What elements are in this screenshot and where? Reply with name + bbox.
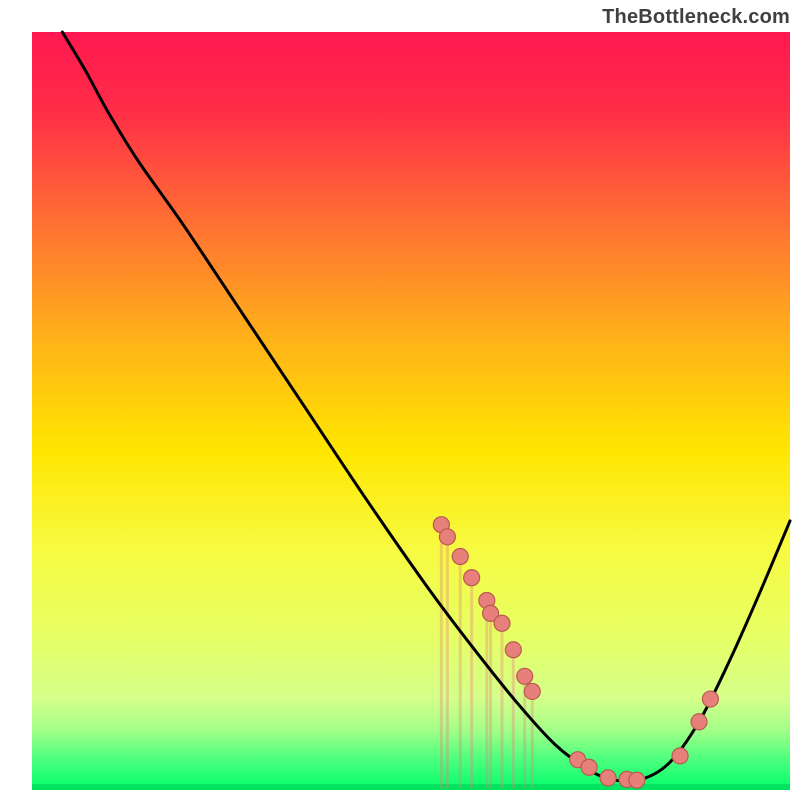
data-marker	[702, 691, 718, 707]
data-marker	[494, 615, 510, 631]
data-marker	[464, 570, 480, 586]
data-marker	[452, 549, 468, 565]
data-marker	[505, 642, 521, 658]
chart-green-baseline	[32, 784, 790, 790]
data-marker	[439, 529, 455, 545]
data-marker	[672, 748, 688, 764]
chart-svg	[0, 0, 800, 800]
data-marker	[691, 714, 707, 730]
data-marker	[629, 772, 645, 788]
chart-root: TheBottleneck.com	[0, 0, 800, 800]
data-marker	[600, 770, 616, 786]
chart-background	[32, 32, 790, 790]
data-marker	[517, 668, 533, 684]
data-marker	[524, 683, 540, 699]
data-marker	[581, 759, 597, 775]
watermark-text: TheBottleneck.com	[602, 6, 790, 29]
